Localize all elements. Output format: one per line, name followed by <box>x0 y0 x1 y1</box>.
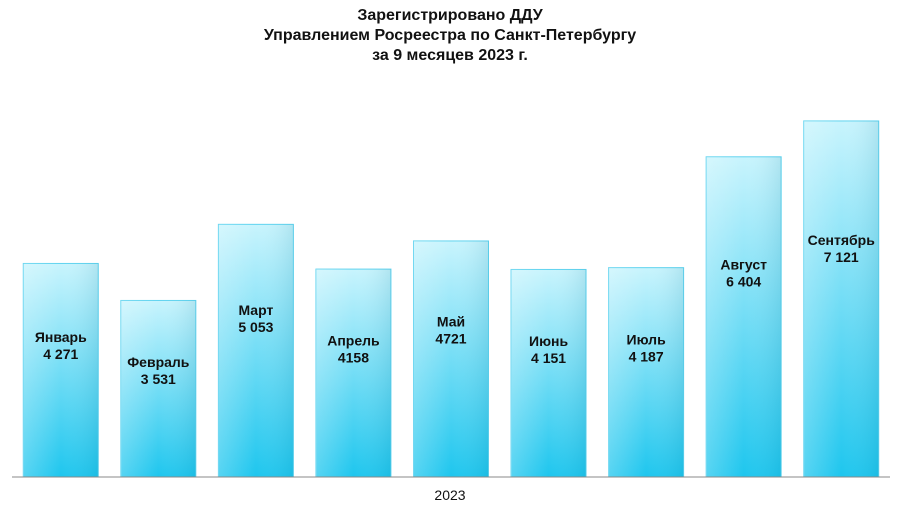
value-label-4: 4158 <box>338 350 369 366</box>
title-line-3: за 9 месяцев 2023 г. <box>372 47 528 64</box>
value-label-5: 4721 <box>435 330 466 346</box>
chart-title: Зарегистрировано ДДУ Управлением Росреес… <box>0 6 900 66</box>
category-label-1: Январь <box>35 329 87 345</box>
value-label-8: 6 404 <box>726 273 761 289</box>
bar-shade-2 <box>120 300 196 477</box>
bar-shade-6 <box>511 269 587 477</box>
category-label-7: Июль <box>627 332 667 348</box>
x-axis-label: 2023 <box>434 487 466 503</box>
title-line-1: Зарегистрировано ДДУ <box>357 7 543 24</box>
category-label-6: Июнь <box>529 333 568 349</box>
category-label-4: Апрель <box>327 333 380 349</box>
category-label-9: Сентябрь <box>808 232 876 248</box>
category-label-5: Май <box>437 313 465 329</box>
bar-shade-5 <box>413 240 489 477</box>
value-label-1: 4 271 <box>43 346 78 362</box>
bar-shade-1 <box>23 263 99 477</box>
value-label-6: 4 151 <box>531 350 566 366</box>
bar-shade-4 <box>315 269 391 477</box>
bar-shade-9 <box>803 120 879 477</box>
bar-shade-7 <box>608 267 684 477</box>
category-label-8: Август <box>720 256 767 272</box>
bar-shade-3 <box>218 224 294 477</box>
bar-shade-8 <box>706 156 782 478</box>
category-label-2: Февраль <box>127 354 190 370</box>
value-label-9: 7 121 <box>824 249 859 265</box>
title-line-2: Управлением Росреестра по Санкт-Петербур… <box>263 27 637 44</box>
value-label-2: 3 531 <box>141 371 176 387</box>
value-label-7: 4 187 <box>629 349 664 365</box>
value-label-3: 5 053 <box>238 319 273 335</box>
category-label-3: Март <box>238 302 273 318</box>
